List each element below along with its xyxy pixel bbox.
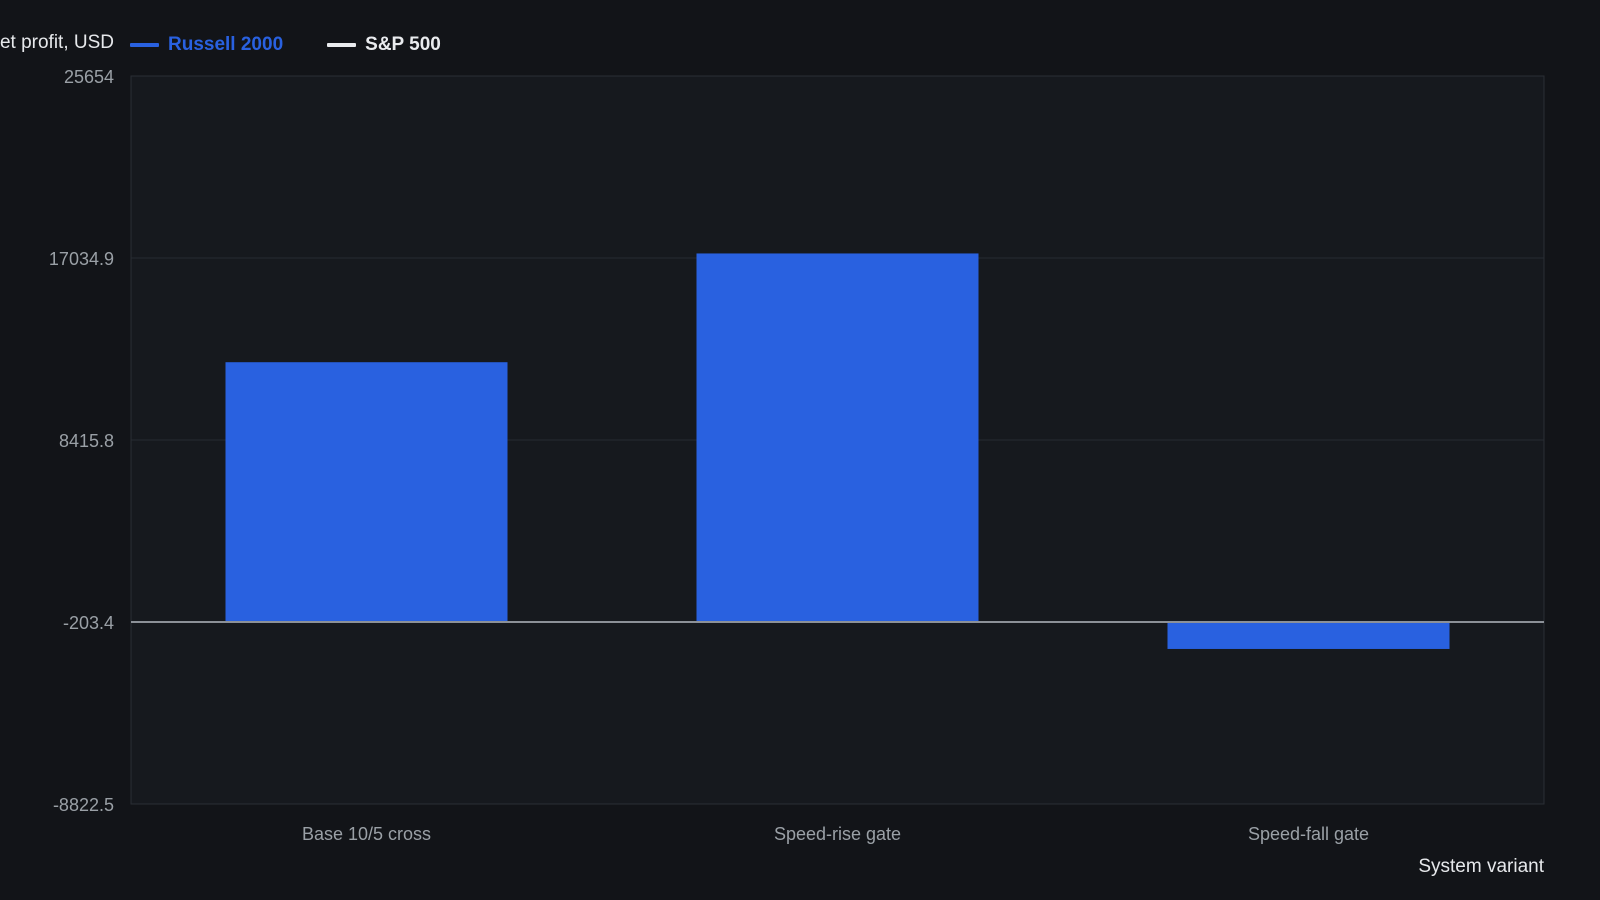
bar	[225, 362, 508, 623]
legend-item-sp-500[interactable]: S&P 500	[327, 34, 441, 56]
plot-border	[130, 75, 1545, 805]
x-tick-label: Speed-rise gate	[774, 824, 901, 844]
legend-swatch-russell-2000	[130, 43, 159, 47]
y-tick-label: -203.4	[63, 613, 114, 633]
legend-label-russell-2000: Russell 2000	[168, 34, 284, 55]
legend-swatch-sp-500	[327, 43, 357, 47]
legend: Russell 2000 S&P 500	[130, 34, 441, 56]
bar	[696, 253, 979, 623]
y-tick-label: -8822.5	[53, 795, 114, 815]
y-tick-label: 17034.9	[49, 249, 114, 269]
x-tick-label: Base 10/5 cross	[302, 824, 431, 844]
legend-item-russell-2000[interactable]: Russell 2000	[130, 34, 283, 56]
bar	[1167, 622, 1450, 649]
y-axis-title: Net profit, USD	[0, 32, 114, 53]
x-tick-label: Speed-fall gate	[1248, 824, 1369, 844]
legend-label-sp-500: S&P 500	[365, 34, 441, 55]
x-axis-title: System variant	[1418, 856, 1544, 877]
y-tick-label: 8415.8	[59, 431, 114, 451]
y-tick-label: 25654	[64, 67, 114, 87]
